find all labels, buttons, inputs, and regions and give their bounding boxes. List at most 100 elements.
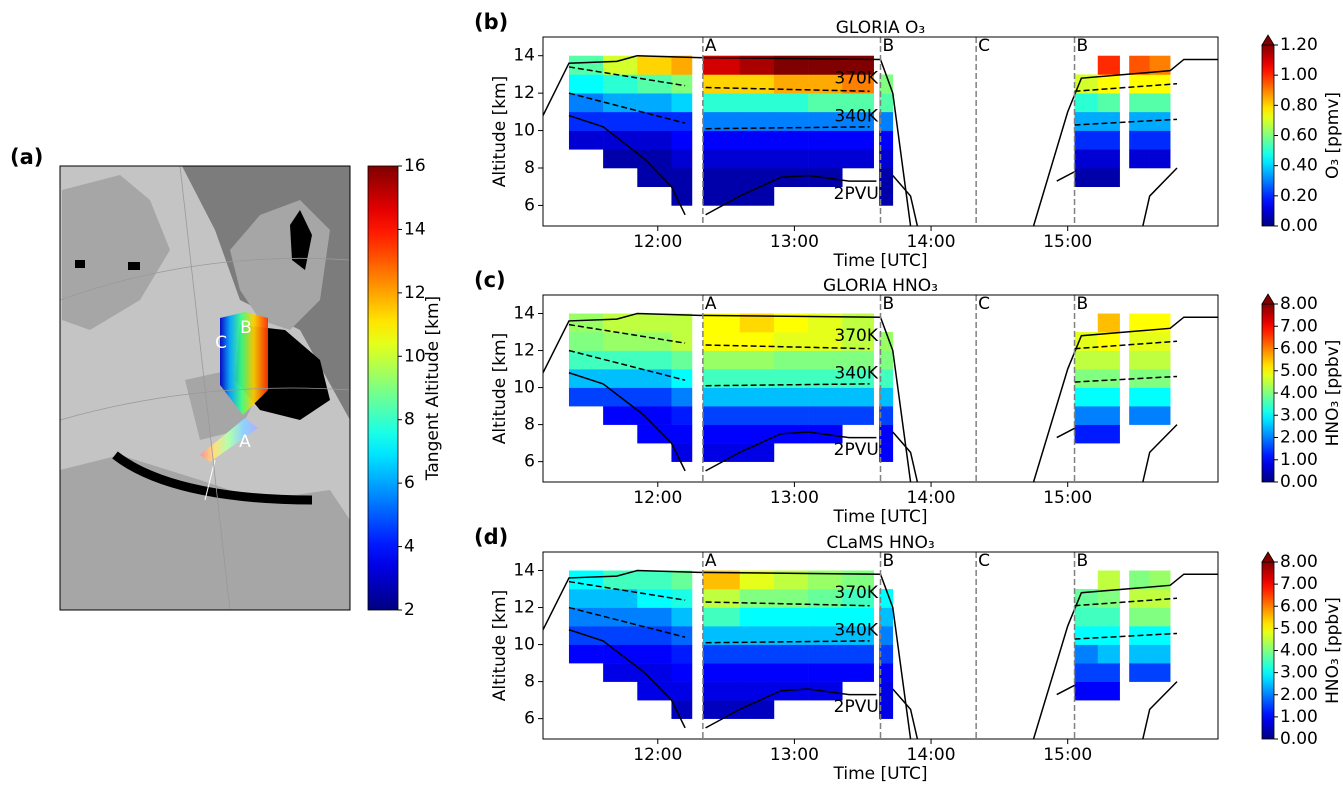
cell bbox=[637, 55, 672, 75]
x-tick-label: 13:00 bbox=[770, 745, 819, 765]
cell bbox=[842, 570, 874, 590]
cell bbox=[702, 55, 741, 75]
cell bbox=[1097, 167, 1120, 188]
cell bbox=[1129, 406, 1150, 425]
x-tick-label: 15:00 bbox=[1043, 488, 1092, 508]
cell bbox=[808, 644, 843, 664]
land bbox=[62, 175, 170, 330]
cell bbox=[1097, 149, 1120, 169]
line bbox=[568, 349, 1178, 387]
cell bbox=[739, 74, 775, 94]
line bbox=[568, 372, 1178, 482]
cell bbox=[702, 186, 741, 206]
cell bbox=[739, 424, 775, 444]
colorbar-extend bbox=[1261, 34, 1275, 46]
cell bbox=[879, 626, 894, 645]
cell bbox=[671, 681, 693, 701]
cell bbox=[879, 186, 894, 206]
cell bbox=[739, 607, 775, 627]
y-tick-label: 10 bbox=[513, 378, 535, 398]
cell bbox=[1097, 111, 1120, 131]
plot-area bbox=[543, 569, 1218, 739]
cell bbox=[1129, 332, 1150, 351]
cell bbox=[637, 111, 672, 131]
cell bbox=[1074, 111, 1099, 131]
cell bbox=[773, 663, 809, 682]
axes-frame bbox=[542, 551, 1219, 740]
x-axis-label: Time [UTC] bbox=[833, 251, 928, 271]
cell bbox=[603, 570, 638, 590]
colorbar-extend bbox=[1261, 551, 1275, 563]
cell bbox=[568, 570, 604, 590]
annotation: 2PVU bbox=[834, 697, 879, 717]
cell bbox=[879, 681, 894, 701]
colorbar-tick-label: 0.20 bbox=[1280, 186, 1318, 206]
flight-path bbox=[204, 459, 216, 501]
island bbox=[128, 262, 140, 270]
cell bbox=[808, 149, 843, 169]
line bbox=[568, 629, 1178, 739]
line bbox=[568, 66, 1178, 93]
chart-title: CLaMS HNO₃ bbox=[826, 533, 934, 553]
y-tick-label: 6 bbox=[524, 195, 535, 215]
annotation: 340K bbox=[834, 364, 878, 384]
cell bbox=[773, 313, 809, 333]
cell bbox=[603, 607, 638, 627]
cell bbox=[808, 332, 843, 351]
cell bbox=[603, 149, 638, 169]
y-tick-label: 12 bbox=[513, 341, 535, 361]
x-axis-label: Time [UTC] bbox=[833, 507, 928, 527]
cell bbox=[637, 93, 672, 113]
cell bbox=[842, 387, 874, 407]
cell bbox=[568, 589, 604, 608]
cell bbox=[739, 332, 775, 351]
cell bbox=[739, 111, 775, 131]
cell bbox=[842, 111, 874, 131]
event-label: B bbox=[1077, 294, 1089, 314]
line bbox=[568, 92, 1178, 130]
cell bbox=[702, 644, 741, 664]
cell bbox=[773, 570, 809, 590]
cell bbox=[808, 607, 843, 627]
cell bbox=[637, 332, 672, 351]
cell bbox=[671, 607, 693, 627]
colorbar-tick-label: 1.00 bbox=[1280, 707, 1318, 727]
cell bbox=[1149, 406, 1171, 425]
cell bbox=[1129, 607, 1150, 627]
cell bbox=[637, 406, 672, 425]
cell bbox=[1149, 644, 1171, 664]
cell bbox=[1149, 149, 1171, 169]
y-tick-label: 8 bbox=[524, 672, 535, 692]
colorbar-tick-label: 4.00 bbox=[1280, 383, 1318, 403]
colorbar-label: O₃ [ppmv] bbox=[1323, 92, 1343, 179]
event-label: B bbox=[1077, 551, 1089, 571]
cell bbox=[1097, 332, 1120, 351]
cell bbox=[568, 93, 604, 113]
cell bbox=[842, 55, 874, 75]
cell bbox=[739, 130, 775, 150]
cell bbox=[671, 443, 693, 462]
cell bbox=[879, 74, 894, 94]
cell bbox=[702, 130, 741, 150]
colorbar bbox=[1261, 561, 1275, 740]
cell bbox=[739, 350, 775, 370]
cell bbox=[702, 93, 741, 113]
colorbar-tick-label: 2.00 bbox=[1280, 428, 1318, 448]
cell bbox=[671, 387, 693, 407]
colorbar-label: HNO₃ [ppbv] bbox=[1323, 597, 1343, 704]
x-tick-label: 14:00 bbox=[907, 488, 956, 508]
chart-title: GLORIA O₃ bbox=[836, 18, 925, 38]
cell bbox=[879, 387, 894, 407]
map-label: C bbox=[215, 333, 227, 353]
cell bbox=[702, 443, 741, 462]
cell bbox=[603, 350, 638, 370]
cell bbox=[1129, 93, 1150, 113]
cell bbox=[671, 369, 693, 388]
colorbar-tick-label: 2.00 bbox=[1280, 685, 1318, 705]
cell bbox=[1129, 589, 1150, 608]
cell bbox=[1074, 369, 1099, 388]
cell bbox=[1097, 55, 1120, 75]
cell bbox=[773, 644, 809, 664]
colorbar-tick-label: 0.00 bbox=[1280, 472, 1318, 492]
cell bbox=[568, 607, 604, 627]
